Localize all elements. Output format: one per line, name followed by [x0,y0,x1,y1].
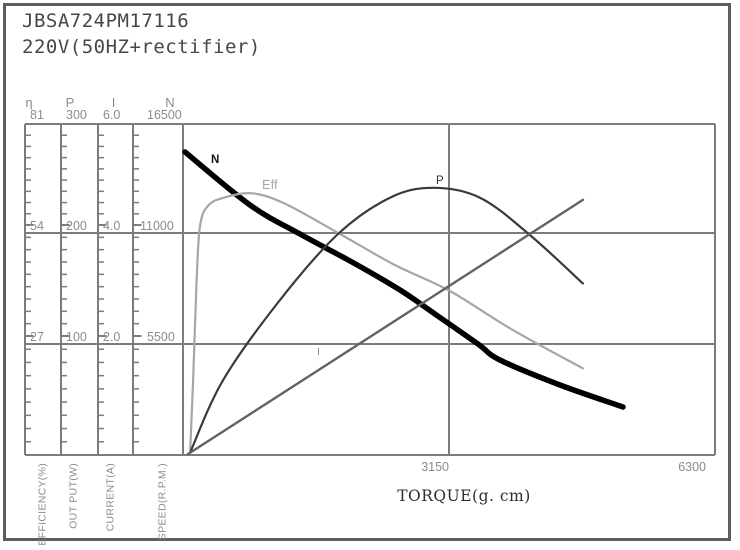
y-axis-efficiency-symbol: η [25,95,32,110]
y-axis-output-unit-label: OUT PUT(W) [68,463,80,529]
y-axis-speed-symbol: N [165,95,174,110]
page-subtitle: 220V(50HZ+rectifier) [22,36,261,58]
y-axis-output-symbol: P [66,95,75,110]
curve-i [186,198,585,456]
curve-label-n: N [211,154,219,166]
y-axis-output-tick-label-low: 100 [66,330,87,344]
curve-n [182,149,626,410]
y-axis-efficiency-tick-label-low: 27 [30,330,44,344]
y-axis-speed-tick-label-low: 5500 [147,330,175,344]
y-axis-efficiency-tick-label-mid: 54 [30,219,44,233]
y-axis-current-symbol: I [112,95,116,110]
curve-label-p: P [436,175,444,187]
y-axis-speed-unit-label: SPEED(R.P.M.) [157,463,169,540]
y-axis-current-tick-label-low: 2.0 [103,330,120,344]
y-axis-efficiency-tick-label-top: 81 [30,108,44,122]
curve-eff [189,192,584,451]
page-border [3,3,731,541]
x-axis-tick-label-6300: 6300 [678,460,706,474]
y-axis-current-tick-label-mid: 4.0 [103,219,120,233]
x-axis-title: TORQUE(g. cm) [397,487,531,505]
y-axis-current-tick-label-top: 6.0 [103,108,120,122]
y-axis-efficiency-unit-label: EFFICIENCY(%) [37,463,49,546]
y-axis-speed-tick-label-top: 16500 [147,108,182,122]
curve-label-i: I [317,346,320,358]
title-block: JBSA724PM17116 220V(50HZ+rectifier) [22,8,261,60]
curve-label-eff: Eff [262,177,278,192]
y-axis-output-tick-label-top: 300 [66,108,87,122]
page-title: JBSA724PM17116 [22,10,190,32]
curve-p [188,186,584,454]
y-axis-output-tick-label-mid: 200 [66,219,87,233]
y-axis-current-unit-label: CURRENT(A) [105,463,117,531]
x-axis-tick-label-3150: 3150 [421,460,449,474]
y-axis-speed-tick-label-mid: 11000 [140,219,174,233]
